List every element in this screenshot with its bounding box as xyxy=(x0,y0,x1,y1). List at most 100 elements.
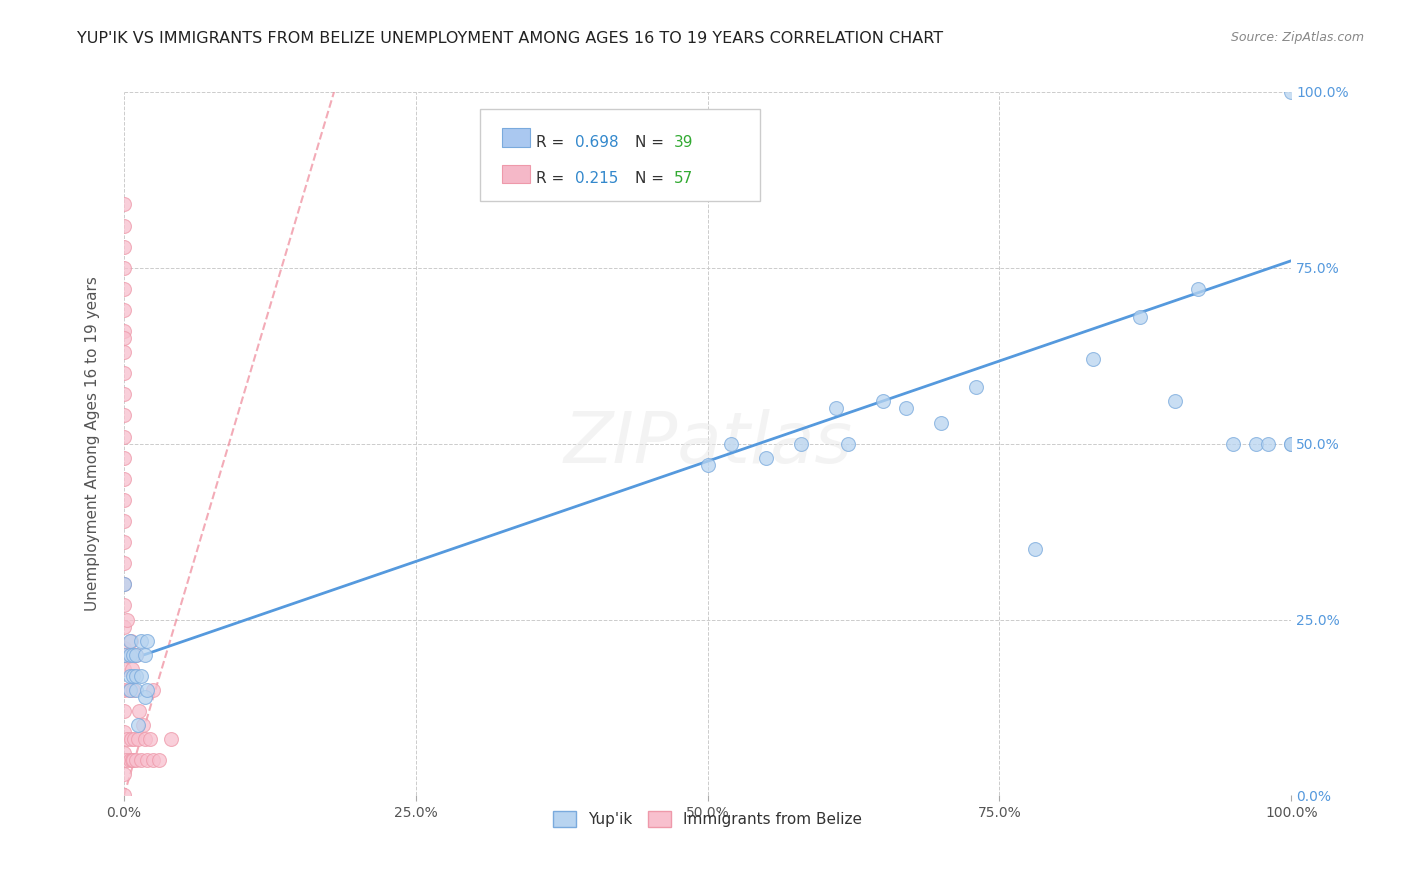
Point xyxy=(112,746,135,760)
Point xyxy=(124,669,146,683)
Point xyxy=(112,450,135,465)
Point xyxy=(112,282,135,296)
Text: N =: N = xyxy=(636,135,669,150)
FancyBboxPatch shape xyxy=(502,128,530,146)
Text: R =: R = xyxy=(536,171,569,186)
Point xyxy=(120,633,142,648)
Point xyxy=(112,556,135,570)
Point xyxy=(121,662,143,676)
Point xyxy=(112,260,135,275)
Point xyxy=(118,648,141,662)
Point xyxy=(122,753,145,767)
Point xyxy=(112,577,135,591)
Point xyxy=(112,409,135,423)
Point xyxy=(112,345,135,359)
Point xyxy=(112,472,135,486)
Point xyxy=(872,394,894,409)
Text: YUP'IK VS IMMIGRANTS FROM BELIZE UNEMPLOYMENT AMONG AGES 16 TO 19 YEARS CORRELAT: YUP'IK VS IMMIGRANTS FROM BELIZE UNEMPLO… xyxy=(77,31,943,46)
Point xyxy=(1222,436,1244,450)
Text: Source: ZipAtlas.com: Source: ZipAtlas.com xyxy=(1230,31,1364,45)
Legend: Yup'ik, Immigrants from Belize: Yup'ik, Immigrants from Belize xyxy=(547,805,868,833)
Point xyxy=(112,219,135,233)
Point xyxy=(112,429,135,443)
Point xyxy=(1129,310,1152,324)
Point xyxy=(1279,436,1302,450)
Point xyxy=(112,492,135,507)
Point xyxy=(112,366,135,380)
Point xyxy=(696,458,718,472)
Point xyxy=(124,682,146,697)
Point xyxy=(112,767,135,781)
Text: 0.215: 0.215 xyxy=(575,171,617,186)
Point xyxy=(117,682,139,697)
Point xyxy=(894,401,917,416)
Point xyxy=(115,648,138,662)
Text: 39: 39 xyxy=(673,135,693,150)
Point xyxy=(127,732,149,747)
Point xyxy=(128,704,150,718)
Text: N =: N = xyxy=(636,171,669,186)
Text: R =: R = xyxy=(536,135,569,150)
Point xyxy=(120,732,142,747)
Point xyxy=(159,732,181,747)
Point xyxy=(138,732,160,747)
Point xyxy=(112,640,135,655)
Point xyxy=(134,690,156,704)
Point xyxy=(112,514,135,528)
Point xyxy=(112,302,135,317)
Point xyxy=(142,682,165,697)
Point xyxy=(136,633,159,648)
Text: 0.698: 0.698 xyxy=(575,135,619,150)
Point xyxy=(131,718,153,732)
Point xyxy=(1081,352,1104,367)
Point xyxy=(1024,542,1046,557)
Point xyxy=(112,704,135,718)
Point xyxy=(115,753,138,767)
Point xyxy=(117,613,139,627)
Point xyxy=(131,633,153,648)
Point xyxy=(136,753,159,767)
Point xyxy=(720,436,742,450)
Point xyxy=(136,682,159,697)
Point xyxy=(1163,394,1185,409)
Point xyxy=(124,753,146,767)
Point xyxy=(112,789,135,803)
Point xyxy=(112,648,135,662)
Point xyxy=(112,662,135,676)
Point xyxy=(118,753,141,767)
Point xyxy=(1187,282,1209,296)
Point xyxy=(122,682,145,697)
FancyBboxPatch shape xyxy=(479,110,761,201)
Point xyxy=(118,648,141,662)
Point xyxy=(127,718,149,732)
Point xyxy=(1279,85,1302,99)
Point xyxy=(122,648,145,662)
Point xyxy=(124,648,146,662)
Y-axis label: Unemployment Among Ages 16 to 19 years: Unemployment Among Ages 16 to 19 years xyxy=(86,277,100,611)
Point xyxy=(112,324,135,338)
Point xyxy=(118,633,141,648)
Point xyxy=(825,401,848,416)
Point xyxy=(124,732,146,747)
Point xyxy=(112,387,135,401)
Point xyxy=(121,753,143,767)
Point xyxy=(112,682,135,697)
Point xyxy=(929,416,952,430)
Point xyxy=(112,577,135,591)
Point xyxy=(142,753,165,767)
Point xyxy=(112,197,135,211)
Point xyxy=(1246,436,1268,450)
Point xyxy=(112,599,135,613)
Point xyxy=(131,753,153,767)
Point xyxy=(112,535,135,549)
Point xyxy=(118,669,141,683)
Point xyxy=(112,619,135,633)
Point xyxy=(790,436,813,450)
Point xyxy=(117,732,139,747)
Point xyxy=(134,732,156,747)
Point xyxy=(131,669,153,683)
FancyBboxPatch shape xyxy=(502,164,530,183)
Point xyxy=(965,380,987,394)
Point xyxy=(1257,436,1279,450)
Point xyxy=(112,239,135,253)
